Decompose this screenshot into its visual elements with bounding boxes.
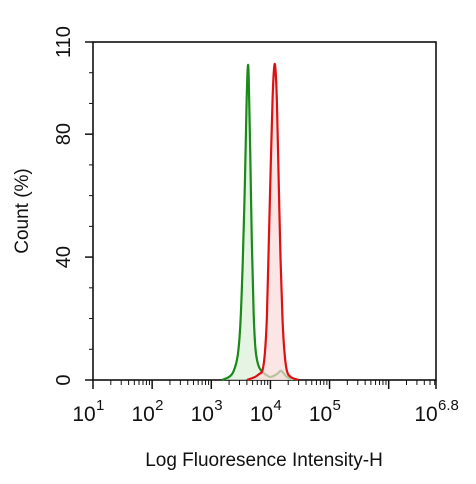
- x-tick-exponent: 3: [214, 397, 222, 414]
- x-axis: 10 1 10 2 10 3 10 4 10 5 10 6.8: [72, 380, 459, 426]
- y-tick-label: 110: [53, 26, 75, 58]
- x-tick-exponent: 6.8: [438, 397, 459, 414]
- plot-frame: [92, 41, 437, 381]
- x-tick-label: 10: [191, 403, 214, 426]
- y-axis-label: Count (%): [12, 168, 33, 254]
- series-2-fill: [246, 63, 299, 381]
- y-tick-label: 40: [53, 246, 75, 268]
- x-tick-label: 10: [72, 403, 95, 426]
- x-tick-label: 10: [309, 403, 332, 426]
- x-tick-exponent: 2: [155, 397, 163, 414]
- y-axis: 0 40 80 110: [53, 26, 93, 386]
- x-tick-exponent: 1: [96, 397, 104, 414]
- y-tick-label: 0: [53, 374, 75, 385]
- x-axis-label: Log Fluoresence Intensity-H: [145, 450, 383, 471]
- x-tick-exponent: 4: [273, 397, 281, 414]
- x-tick-label: 10: [131, 403, 154, 426]
- x-tick-exponent: 5: [333, 397, 341, 414]
- series-2-line: [246, 62, 300, 382]
- series-layer: [221, 62, 300, 382]
- y-tick-label: 80: [53, 123, 75, 145]
- x-tick-label: 10: [250, 403, 273, 426]
- x-tick-label: 10: [414, 403, 437, 426]
